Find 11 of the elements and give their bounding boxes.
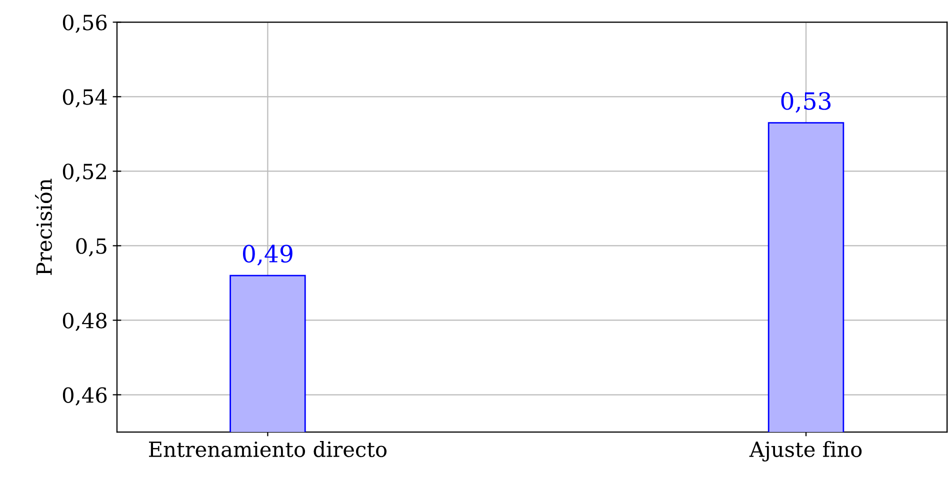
y-axis-title: Precisión [35,178,52,275]
y-tick-label: 0,48 [62,312,107,331]
x-tick-label: Ajuste fino [749,441,862,462]
y-tick-label: 0,52 [62,164,106,182]
y-tick-label: 0,46 [62,387,107,406]
x-tick-label: Entrenamiento directo [149,441,387,458]
data-label: 0,49 [242,244,292,266]
y-tick-label: 0,54 [62,89,107,108]
y-tick-label: 0,5 [76,238,106,256]
y-tick-label: 0,56 [62,14,107,33]
data-label: 0,53 [781,92,831,113]
